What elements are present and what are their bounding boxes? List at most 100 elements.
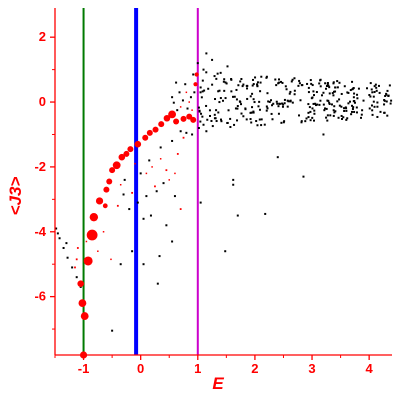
scatter-point-black [359,116,362,119]
scatter-point-black [240,112,243,115]
scatter-point-black [242,115,245,118]
scatter-point-black [219,97,222,100]
scatter-point-black [309,110,312,113]
scatter-point-red [186,113,193,120]
scatter-point-black [312,102,315,105]
scatter-point-black [307,86,310,89]
scatter-point-black [293,93,296,96]
scatter-point-black [172,101,175,104]
scatter-point-black [369,82,372,85]
x-tick-label: 2 [251,361,258,376]
scatter-point-black [314,102,317,105]
scatter-point-black [252,98,255,101]
scatter-point-black [386,114,389,117]
scatter-point-black [142,263,145,266]
scatter-point-black [386,89,389,92]
scatter-point-black [128,208,131,211]
scatter-point-black [197,106,200,109]
scatter-point-black [325,87,328,90]
scatter-point-red [109,167,116,174]
scatter-point-black [200,112,203,115]
scatter-point-black [324,107,327,110]
scatter-point-black [313,112,316,115]
scatter-point-black [307,116,310,119]
scatter-point-black [271,104,274,107]
scatter-point-black [199,86,202,89]
scatter-point-black [332,114,335,117]
scatter-point-black [307,91,310,94]
scatter-point-black [377,84,380,87]
scatter-point-black [265,76,268,79]
scatter-point-black [336,100,339,103]
scatter-point-black [328,101,331,104]
scatter-point-black [346,117,349,120]
scatter-point-black [265,109,268,112]
scatter-point-black [356,93,359,96]
scatter-point-black [336,86,339,89]
scatter-point-black [291,101,294,104]
scatter-point-red [190,116,197,123]
scatter-point-black [251,92,254,95]
scatter-point-black [289,90,292,93]
scatter-point-black [280,80,283,83]
scatter-point-black [210,119,213,122]
scatter-point-black [283,102,286,105]
scatter-point-black [318,103,321,106]
scatter-point-black [333,105,336,108]
scatter-point-black [311,96,314,99]
scatter-point-red [142,134,149,141]
scatter-point-black [216,72,219,75]
scatter-point-black [282,121,285,124]
scatter-point-red [173,118,180,125]
scatter-point-black [227,109,230,112]
scatter-point-black [232,183,235,186]
scatter-point-black [330,103,333,106]
scatter-point-black [245,118,248,121]
scatter-point-black [215,120,218,123]
scatter-point-red [188,101,190,103]
scatter-point-red [85,240,88,243]
scatter-point-black [272,102,275,105]
y-tick-label: 2 [39,29,46,44]
scatter-point-red [146,129,153,136]
scatter-point-black [189,96,192,99]
scatter-point-red [118,153,126,161]
scatter-point-black [230,77,233,80]
scatter-point-black [388,84,391,87]
scatter-point-black [215,77,218,80]
scatter-point-black [366,87,369,90]
scatter-point-black [55,227,58,230]
scatter-point-black [238,100,241,103]
scatter-point-black [240,103,243,106]
scatter-point-red [102,203,108,209]
scatter-point-red [154,185,156,188]
scatter-point-black [332,94,335,97]
scatter-point-black [322,91,325,94]
scatter-point-black [201,79,204,82]
scatter-point-black [376,101,379,104]
scatter-point-black [336,80,339,83]
scatter-point-black [260,124,263,127]
scatter-point-black [259,81,262,84]
scatter-point-black [202,68,205,71]
scatter-point-black [214,98,217,101]
scatter-point-red [95,197,104,205]
scatter-point-black [265,105,268,108]
scatter-point-black [199,201,202,204]
scatter-point-black [315,104,318,107]
scatter-point-black [349,100,352,103]
scatter-point-black [259,90,262,93]
scatter-point-black [131,250,134,253]
scatter-point-black [223,89,226,92]
scatter-point-black [236,105,239,108]
scatter-point-black [320,94,323,97]
scatter-point-black [291,78,294,81]
scatter-point-black [171,139,174,142]
scatter-point-black [352,87,355,90]
scatter-point-black [302,175,305,178]
scatter-point-black [325,116,328,119]
scatter-point-black [343,85,346,88]
scatter-point-black [281,105,284,108]
scatter-point-black [217,111,220,114]
scatter-point-red [159,158,162,160]
